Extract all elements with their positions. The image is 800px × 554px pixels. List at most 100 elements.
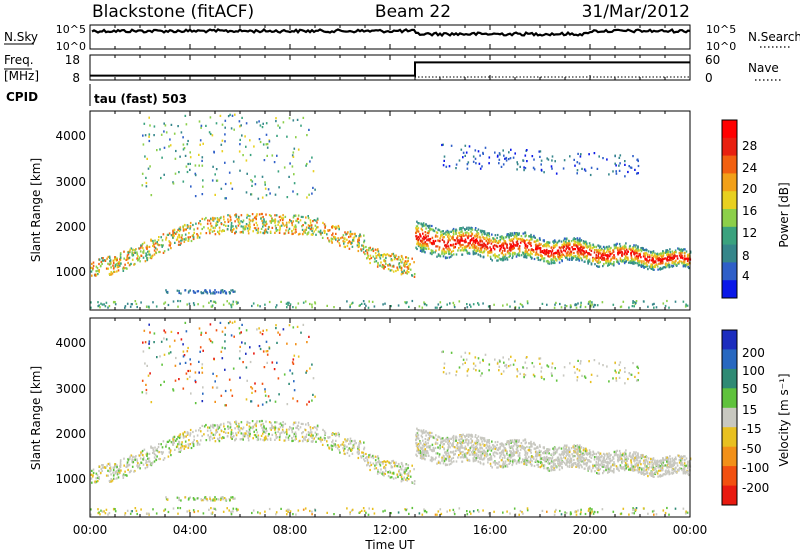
- power-cell: [601, 258, 603, 261]
- power-cell: [558, 252, 561, 255]
- power-cell: [349, 233, 351, 236]
- power-cell: [218, 226, 221, 229]
- velocity-cell: [189, 434, 191, 437]
- power-cell: [314, 224, 317, 227]
- power-cell: [335, 232, 337, 235]
- power-cell: [568, 242, 571, 245]
- velocity-cell: [377, 470, 379, 473]
- power-cell: [583, 251, 585, 254]
- velocity-cell: [160, 451, 162, 454]
- power-cell: [634, 168, 636, 171]
- power-cell: [624, 175, 626, 178]
- power-cell: [541, 250, 544, 253]
- power-cell: [512, 247, 514, 250]
- velocity-cell: [335, 432, 337, 435]
- power-cell: [659, 266, 662, 270]
- power-cell: [664, 266, 667, 269]
- power-cell: [469, 303, 471, 306]
- power-cell: [539, 259, 542, 262]
- velocity-cell: [183, 430, 186, 434]
- power-cell: [417, 230, 419, 233]
- velocity-cell: [196, 440, 198, 443]
- power-cell: [175, 232, 177, 235]
- power-cell: [164, 124, 167, 127]
- power-cell: [621, 254, 623, 257]
- power-cell: [302, 116, 305, 119]
- velocity-cell: [136, 464, 138, 467]
- velocity-cell: [114, 465, 116, 468]
- power-cell: [216, 220, 218, 223]
- power-cell: [518, 246, 521, 249]
- power-cell: [237, 301, 239, 304]
- power-cell: [488, 238, 491, 241]
- power-cell: [131, 251, 133, 254]
- velocity-cell: [608, 457, 610, 460]
- power-cell: [466, 303, 468, 306]
- power-cell: [224, 182, 227, 186]
- power-cell: [573, 240, 576, 243]
- velocity-cell: [152, 448, 155, 451]
- power-cell: [101, 259, 104, 262]
- velocity-cell: [138, 454, 141, 457]
- power-cell: [514, 252, 516, 255]
- velocity-cell: [385, 463, 387, 467]
- power-cell: [385, 256, 387, 260]
- power-cell: [549, 250, 551, 253]
- velocity-cell: [524, 442, 527, 445]
- power-cell: [180, 242, 182, 245]
- velocity-cell: [321, 438, 324, 441]
- power-cell: [112, 262, 115, 265]
- power-cell: [589, 246, 592, 249]
- velocity-cell: [348, 442, 350, 446]
- velocity-cell: [664, 458, 667, 461]
- power-cell: [427, 224, 430, 228]
- power-cell: [270, 221, 272, 224]
- power-cell: [442, 164, 445, 167]
- velocity-cell: [220, 423, 222, 426]
- power-cell: [295, 219, 297, 222]
- power-cell: [160, 133, 163, 136]
- power-cell: [450, 244, 452, 247]
- power-cell: [211, 230, 214, 233]
- power-cell: [399, 265, 402, 268]
- power-cell: [165, 291, 168, 294]
- power-cell: [404, 265, 406, 268]
- power-cell: [307, 224, 310, 227]
- power-cell: [252, 219, 254, 222]
- velocity-cell: [90, 477, 93, 480]
- power-cell: [496, 155, 499, 158]
- power-cell: [222, 229, 225, 232]
- power-panel: 1000 2000 3000 4000 Slant Range [km] 4 8…: [29, 110, 791, 311]
- power-cell: [576, 247, 579, 250]
- power-cell: [541, 255, 543, 258]
- power-cell: [235, 230, 237, 233]
- power-cell: [494, 234, 497, 237]
- velocity-cell: [537, 460, 540, 463]
- power-cell: [459, 249, 462, 252]
- power-cell: [588, 300, 590, 304]
- velocity-cell: [116, 477, 118, 480]
- power-cell: [146, 157, 148, 160]
- power-cell: [486, 242, 489, 245]
- power-cell: [274, 224, 277, 227]
- power-cell: [170, 234, 173, 237]
- power-cell: [501, 249, 504, 253]
- velocity-cell: [680, 461, 682, 464]
- velocity-cell: [227, 431, 230, 435]
- velocity-cell: [139, 467, 141, 470]
- power-cell: [169, 242, 172, 245]
- power-cell: [553, 261, 556, 265]
- velocity-cell: [200, 430, 202, 433]
- power-cell: [618, 169, 621, 172]
- velocity-cell: [227, 425, 229, 428]
- power-cell: [193, 228, 195, 231]
- velocity-cell: [291, 436, 293, 440]
- power-cell: [226, 300, 228, 303]
- velocity-cell: [105, 474, 108, 477]
- power-cell: [473, 246, 475, 249]
- power-cell: [593, 251, 596, 254]
- velocity-cell: [330, 444, 333, 447]
- velocity-cell: [421, 457, 423, 460]
- power-cell: [509, 249, 512, 252]
- power-cell: [462, 226, 464, 229]
